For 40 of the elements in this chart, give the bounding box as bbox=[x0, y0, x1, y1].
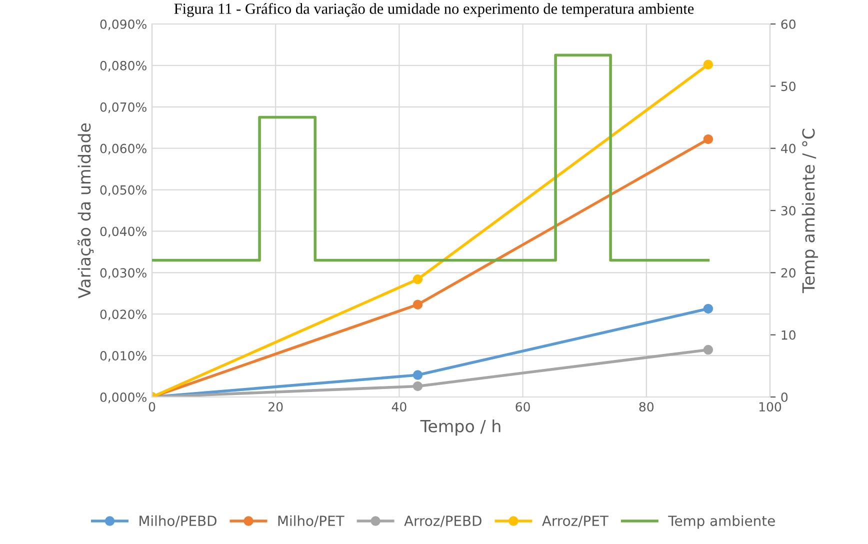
y-axis-title: Variação da umidade bbox=[78, 123, 94, 298]
y-tick-label: 0,030% bbox=[100, 268, 146, 279]
x-tick-label: 60 bbox=[516, 402, 530, 412]
point bbox=[703, 344, 714, 355]
y-tick-label: 0,060% bbox=[100, 144, 146, 155]
y-tick-label: 0,010% bbox=[100, 351, 146, 362]
y2-tick-label: 50 bbox=[781, 82, 796, 92]
legend-label: Milho/PEBD bbox=[140, 515, 216, 528]
y2-tick-label: 60 bbox=[781, 19, 796, 29]
chart-title: Figura 11 - Gráfico da variação de umidade no experimento de temperatura ambiente bbox=[174, 3, 694, 18]
legend-label: Temp ambiente bbox=[668, 515, 775, 529]
point bbox=[412, 300, 423, 310]
y-tick-label: 0,070% bbox=[100, 102, 146, 114]
x-axis-title: Tempo / h bbox=[420, 420, 500, 436]
x-tick-label: 100 bbox=[759, 402, 782, 412]
legend-label: Arroz/PET bbox=[542, 516, 608, 528]
y2-tick-label: 20 bbox=[781, 268, 796, 278]
point bbox=[412, 274, 423, 284]
legend-label: Milho/PET bbox=[278, 515, 344, 528]
legend-label: Arroz/PEBD bbox=[404, 516, 482, 528]
point bbox=[703, 60, 714, 70]
y-tick-label: 0,040% bbox=[100, 226, 146, 238]
y-tick-label: 0,090% bbox=[100, 19, 146, 30]
y2-tick-label: 30 bbox=[781, 206, 796, 216]
point bbox=[412, 381, 423, 392]
y2-tick-label: 40 bbox=[781, 144, 796, 154]
y2-tick-label: 0 bbox=[781, 392, 788, 402]
y2-axis-title: Temp ambiente / °C bbox=[802, 128, 818, 294]
x-tick-label: 40 bbox=[392, 402, 406, 412]
y-tick-label: 0,050% bbox=[100, 185, 146, 196]
point bbox=[703, 304, 714, 314]
x-tick-label: 20 bbox=[268, 402, 283, 412]
point bbox=[412, 370, 423, 380]
x-tick-label: 0 bbox=[148, 402, 156, 412]
x-tick-label: 80 bbox=[639, 402, 654, 412]
y-tick-label: 0,000% bbox=[100, 392, 146, 404]
y2-tick-label: 10 bbox=[782, 330, 796, 340]
y-tick-label: 0,080% bbox=[100, 60, 146, 72]
point bbox=[703, 134, 714, 144]
y-tick-label: 0,020% bbox=[100, 310, 146, 320]
